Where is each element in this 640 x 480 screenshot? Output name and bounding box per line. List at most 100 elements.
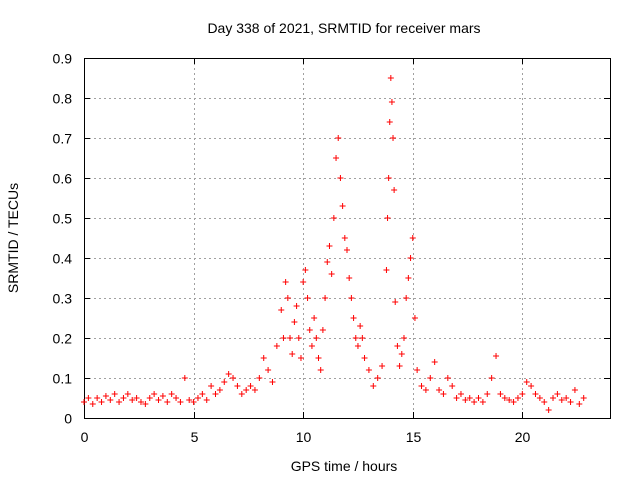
- data-point: [273, 343, 280, 349]
- data-point: [387, 75, 394, 81]
- data-point: [405, 275, 412, 281]
- data-point: [523, 379, 530, 385]
- data-point: [475, 395, 482, 401]
- data-point: [431, 359, 438, 365]
- data-point: [370, 383, 377, 389]
- data-point: [256, 375, 263, 381]
- data-point: [411, 315, 418, 321]
- data-point: [330, 215, 337, 221]
- data-point: [302, 267, 309, 273]
- data-point: [354, 343, 361, 349]
- x-tick-label: 0: [81, 429, 89, 445]
- data-point: [457, 391, 464, 397]
- data-point: [567, 399, 574, 405]
- data-point: [519, 391, 526, 397]
- data-point: [194, 395, 201, 401]
- chart-title: Day 338 of 2021, SRMTID for receiver mar…: [207, 20, 480, 36]
- data-point: [528, 383, 535, 389]
- data-point: [580, 395, 587, 401]
- data-point: [313, 335, 320, 341]
- data-point: [168, 391, 175, 397]
- data-point: [102, 393, 109, 399]
- data-point: [111, 391, 118, 397]
- y-tick-label: 0.4: [53, 251, 73, 267]
- data-point: [388, 99, 395, 105]
- data-point: [506, 397, 513, 403]
- data-point: [177, 399, 184, 405]
- data-point: [291, 319, 298, 325]
- data-point: [576, 401, 583, 407]
- data-point: [488, 375, 495, 381]
- data-point: [269, 379, 276, 385]
- data-point: [341, 235, 348, 241]
- data-point: [306, 327, 313, 333]
- data-point: [159, 393, 166, 399]
- data-point: [391, 187, 398, 193]
- data-point: [497, 391, 504, 397]
- data-point: [403, 295, 410, 301]
- data-point: [120, 395, 127, 401]
- data-point: [181, 375, 188, 381]
- data-point: [427, 375, 434, 381]
- data-point: [265, 367, 272, 373]
- x-tick-label: 5: [191, 429, 199, 445]
- data-point: [466, 395, 473, 401]
- y-axis-label: SRMTID / TECUs: [5, 183, 21, 293]
- data-point: [212, 391, 219, 397]
- y-tick-label: 0.3: [53, 291, 73, 307]
- data-point: [146, 395, 153, 401]
- data-point: [361, 355, 368, 361]
- data-point: [414, 367, 421, 373]
- data-point: [422, 387, 429, 393]
- data-point: [379, 363, 386, 369]
- data-point: [541, 399, 548, 405]
- data-point: [129, 397, 136, 403]
- data-point: [284, 295, 291, 301]
- data-point: [453, 395, 460, 401]
- data-point: [394, 343, 401, 349]
- data-point: [385, 175, 392, 181]
- data-point: [418, 383, 425, 389]
- data-point: [199, 391, 206, 397]
- data-point: [137, 399, 144, 405]
- data-point: [440, 391, 447, 397]
- data-point: [282, 279, 289, 285]
- data-points: [81, 75, 587, 413]
- data-point: [484, 391, 491, 397]
- data-point: [398, 351, 405, 357]
- data-point: [221, 379, 228, 385]
- data-point: [383, 267, 390, 273]
- data-point: [350, 315, 357, 321]
- data-point: [337, 175, 344, 181]
- data-point: [297, 355, 304, 361]
- data-point: [409, 235, 416, 241]
- data-point: [324, 259, 331, 265]
- data-point: [243, 387, 250, 393]
- data-point: [116, 399, 123, 405]
- data-point: [107, 397, 114, 403]
- data-point: [514, 395, 521, 401]
- data-point: [386, 119, 393, 125]
- data-point: [550, 395, 557, 401]
- y-tick-label: 0.8: [53, 91, 73, 107]
- data-point: [328, 271, 335, 277]
- data-point: [247, 383, 254, 389]
- data-point: [501, 395, 508, 401]
- data-point: [98, 399, 105, 405]
- data-point: [234, 383, 241, 389]
- data-point: [230, 375, 237, 381]
- data-point: [311, 315, 318, 321]
- data-point: [133, 395, 140, 401]
- data-point: [365, 367, 372, 373]
- data-point: [251, 387, 258, 393]
- x-tick-label: 15: [406, 429, 422, 445]
- data-point: [471, 399, 478, 405]
- data-point: [319, 327, 326, 333]
- data-point: [346, 275, 353, 281]
- data-point: [164, 399, 171, 405]
- y-tick-label: 0: [64, 411, 72, 427]
- data-point: [357, 323, 364, 329]
- data-point: [532, 391, 539, 397]
